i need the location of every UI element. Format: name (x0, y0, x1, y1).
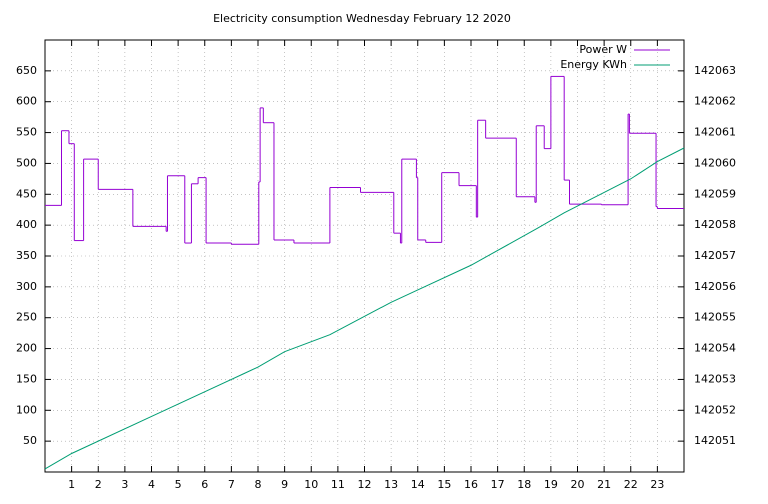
legend-label: Power W (579, 43, 627, 56)
x-tick-label: 3 (121, 478, 128, 491)
x-tick-label: 13 (384, 478, 398, 491)
y2-tick-label: 142053 (694, 372, 736, 385)
x-tick-label: 16 (464, 478, 478, 491)
y2-tick-label: 142061 (694, 126, 736, 139)
y-tick-label: 300 (16, 280, 37, 293)
x-tick-label: 7 (228, 478, 235, 491)
y2-tick-label: 142057 (694, 249, 736, 262)
x-tick-label: 10 (304, 478, 318, 491)
y-tick-label: 600 (16, 95, 37, 108)
x-tick-label: 18 (517, 478, 531, 491)
x-tick-label: 14 (411, 478, 425, 491)
chart-title: Electricity consumption Wednesday Februa… (213, 12, 511, 25)
x-tick-label: 20 (571, 478, 585, 491)
x-tick-label: 23 (650, 478, 664, 491)
x-tick-label: 11 (331, 478, 345, 491)
y-tick-label: 550 (16, 126, 37, 139)
y2-tick-label: 142056 (694, 280, 736, 293)
x-tick-label: 15 (437, 478, 451, 491)
x-tick-label: 8 (255, 478, 262, 491)
y-tick-label: 500 (16, 156, 37, 169)
y2-tick-label: 142063 (694, 64, 736, 77)
x-tick-label: 5 (175, 478, 182, 491)
y-tick-label: 250 (16, 311, 37, 324)
y-tick-label: 350 (16, 249, 37, 262)
y2-tick-label: 142062 (694, 95, 736, 108)
x-tick-label: 21 (597, 478, 611, 491)
x-tick-label: 6 (201, 478, 208, 491)
y2-tick-label: 142059 (694, 187, 736, 200)
y2-tick-label: 142052 (694, 403, 736, 416)
x-tick-label: 12 (358, 478, 372, 491)
y-tick-label: 200 (16, 342, 37, 355)
series-line (44, 147, 685, 470)
x-tick-label: 17 (491, 478, 505, 491)
y-tick-label: 150 (16, 372, 37, 385)
y-tick-label: 400 (16, 218, 37, 231)
y-tick-label: 450 (16, 187, 37, 200)
legend-label: Energy KWh (560, 58, 627, 71)
x-tick-label: 1 (68, 478, 75, 491)
y2-tick-label: 142060 (694, 156, 736, 169)
y2-tick-label: 142051 (694, 434, 736, 447)
y-tick-label: 100 (16, 403, 37, 416)
y2-tick-label: 142055 (694, 311, 736, 324)
y-tick-label: 50 (23, 434, 37, 447)
x-tick-label: 4 (148, 478, 155, 491)
x-tick-label: 22 (624, 478, 638, 491)
x-tick-label: 19 (544, 478, 558, 491)
plot-frame (44, 39, 685, 473)
y-tick-label: 650 (16, 64, 37, 77)
x-tick-label: 2 (95, 478, 102, 491)
y2-tick-label: 142058 (694, 218, 736, 231)
x-tick-label: 9 (281, 478, 288, 491)
y2-tick-label: 142054 (694, 342, 736, 355)
